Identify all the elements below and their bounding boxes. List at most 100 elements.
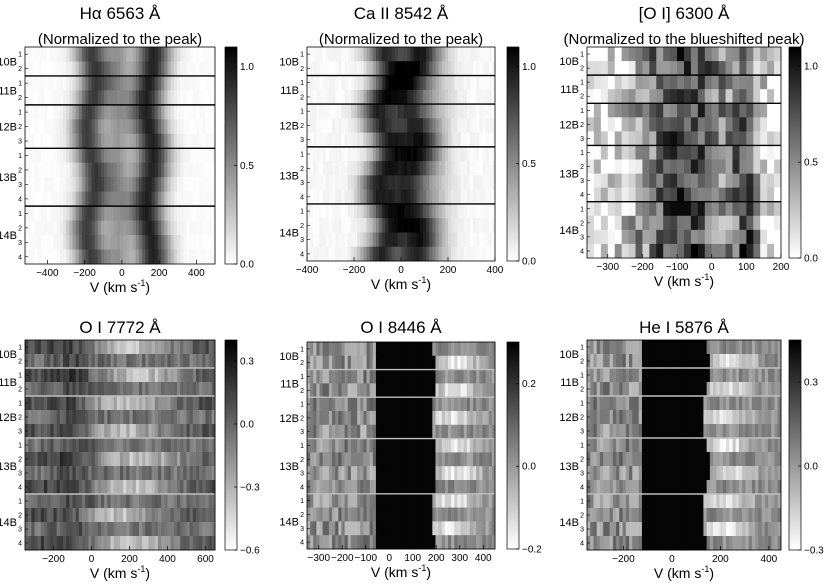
heatmap-cell [50,119,54,135]
heatmap-cell [476,175,480,191]
heatmap-cell [167,177,172,193]
heatmap-cell [385,521,389,536]
heatmap-cell [438,535,443,550]
heatmap-cell [706,396,711,411]
heatmap-cell [107,177,111,193]
heatmap-cell [429,507,433,522]
heatmap-cell [379,161,383,176]
heatmap-cell [110,177,115,193]
heatmap-cell [208,522,213,537]
heatmap-cell [319,397,324,412]
heatmap-cell [663,103,671,118]
heatmap-cell [66,424,70,439]
heatmap-cell [63,75,67,91]
heatmap-cell [170,438,175,453]
x-tick-label: 200 [151,268,168,279]
heatmap-cell [325,146,330,162]
heatmap-cell [435,118,440,134]
heatmap-cell [372,75,377,91]
heatmap-cell [145,522,149,537]
panel-title: He I 5876 Å [639,318,729,337]
heatmap-cell [658,368,662,383]
heatmap-cell [126,368,130,383]
heatmap-cell [479,466,483,481]
heatmap-cell [72,90,77,106]
heatmap-cell [603,452,607,467]
heatmap-cell [360,218,364,233]
heatmap-cell [34,508,39,523]
heatmap-cell [722,368,727,383]
heatmap-cell [466,246,471,262]
heatmap-cell [47,119,51,135]
heatmap-cell [587,47,595,62]
heatmap-cell [451,438,455,453]
heatmap-cell [104,522,108,537]
heatmap-cell [180,235,184,251]
heatmap-cell [407,47,411,62]
heatmap-cell [642,47,650,62]
heatmap-cell [120,494,124,509]
heatmap-cell [82,75,86,91]
heatmap-cell [56,191,61,207]
heatmap-cell [687,368,691,383]
heatmap-cell [37,396,42,411]
heatmap-cell [363,521,368,536]
heatmap-cell [476,89,480,105]
heatmap-cell [410,47,415,62]
heatmap-cell [113,480,118,495]
heatmap-cell [609,354,614,369]
heatmap-cell [432,89,436,105]
heatmap-cell [485,47,490,62]
heatmap-cell [488,535,493,550]
heatmap-cell [407,535,411,550]
heatmap-cell [183,424,187,439]
heatmap-cell [607,117,616,132]
heatmap-cell [435,480,440,495]
heatmap-cell [40,438,45,453]
heatmap-cell [357,175,361,191]
heatmap-cell [360,397,364,412]
heatmap-cell [142,249,146,265]
heatmap-cell [142,177,146,193]
heatmap-cell [322,146,327,162]
heatmap-cell [664,480,669,495]
heatmap-cell [186,191,191,207]
heatmap-cell [476,535,480,550]
heatmap-cell [319,466,324,481]
heatmap-cell [680,340,685,355]
heatmap-cell [391,189,396,205]
heatmap-cell [211,47,216,62]
heatmap-cell [357,438,361,453]
heatmap-cell [145,480,149,495]
heatmap-cell [735,410,740,425]
heatmap-cell [120,75,124,91]
heatmap-cell [413,189,418,205]
heatmap-cell [344,203,349,219]
heatmap-cell [649,103,657,118]
heatmap-cell [101,536,105,551]
group-label: 10B [279,56,299,68]
heatmap-cell [164,235,168,251]
heatmap-cell [31,522,35,537]
heatmap-cell [158,438,162,453]
heatmap-cell [466,203,471,219]
heatmap-cell [363,146,368,162]
heatmap-cell [656,229,664,245]
heatmap-cell [75,438,80,453]
heatmap-cell [53,90,58,106]
heatmap-cell [107,508,111,523]
heatmap-cell [50,466,54,481]
heatmap-cell [313,203,317,219]
heatmap-cell [196,536,200,551]
heatmap-cell [97,235,102,251]
heatmap-cell [82,191,86,207]
heatmap-cell [435,521,440,536]
heatmap-cell [132,191,137,207]
heatmap-cell [391,424,396,440]
heatmap-cell [466,424,471,440]
heatmap-cell [211,508,216,523]
heatmap-cell [129,90,134,106]
heatmap-cell [746,159,754,175]
heatmap-cell [432,161,436,176]
heatmap-cell [716,382,721,397]
